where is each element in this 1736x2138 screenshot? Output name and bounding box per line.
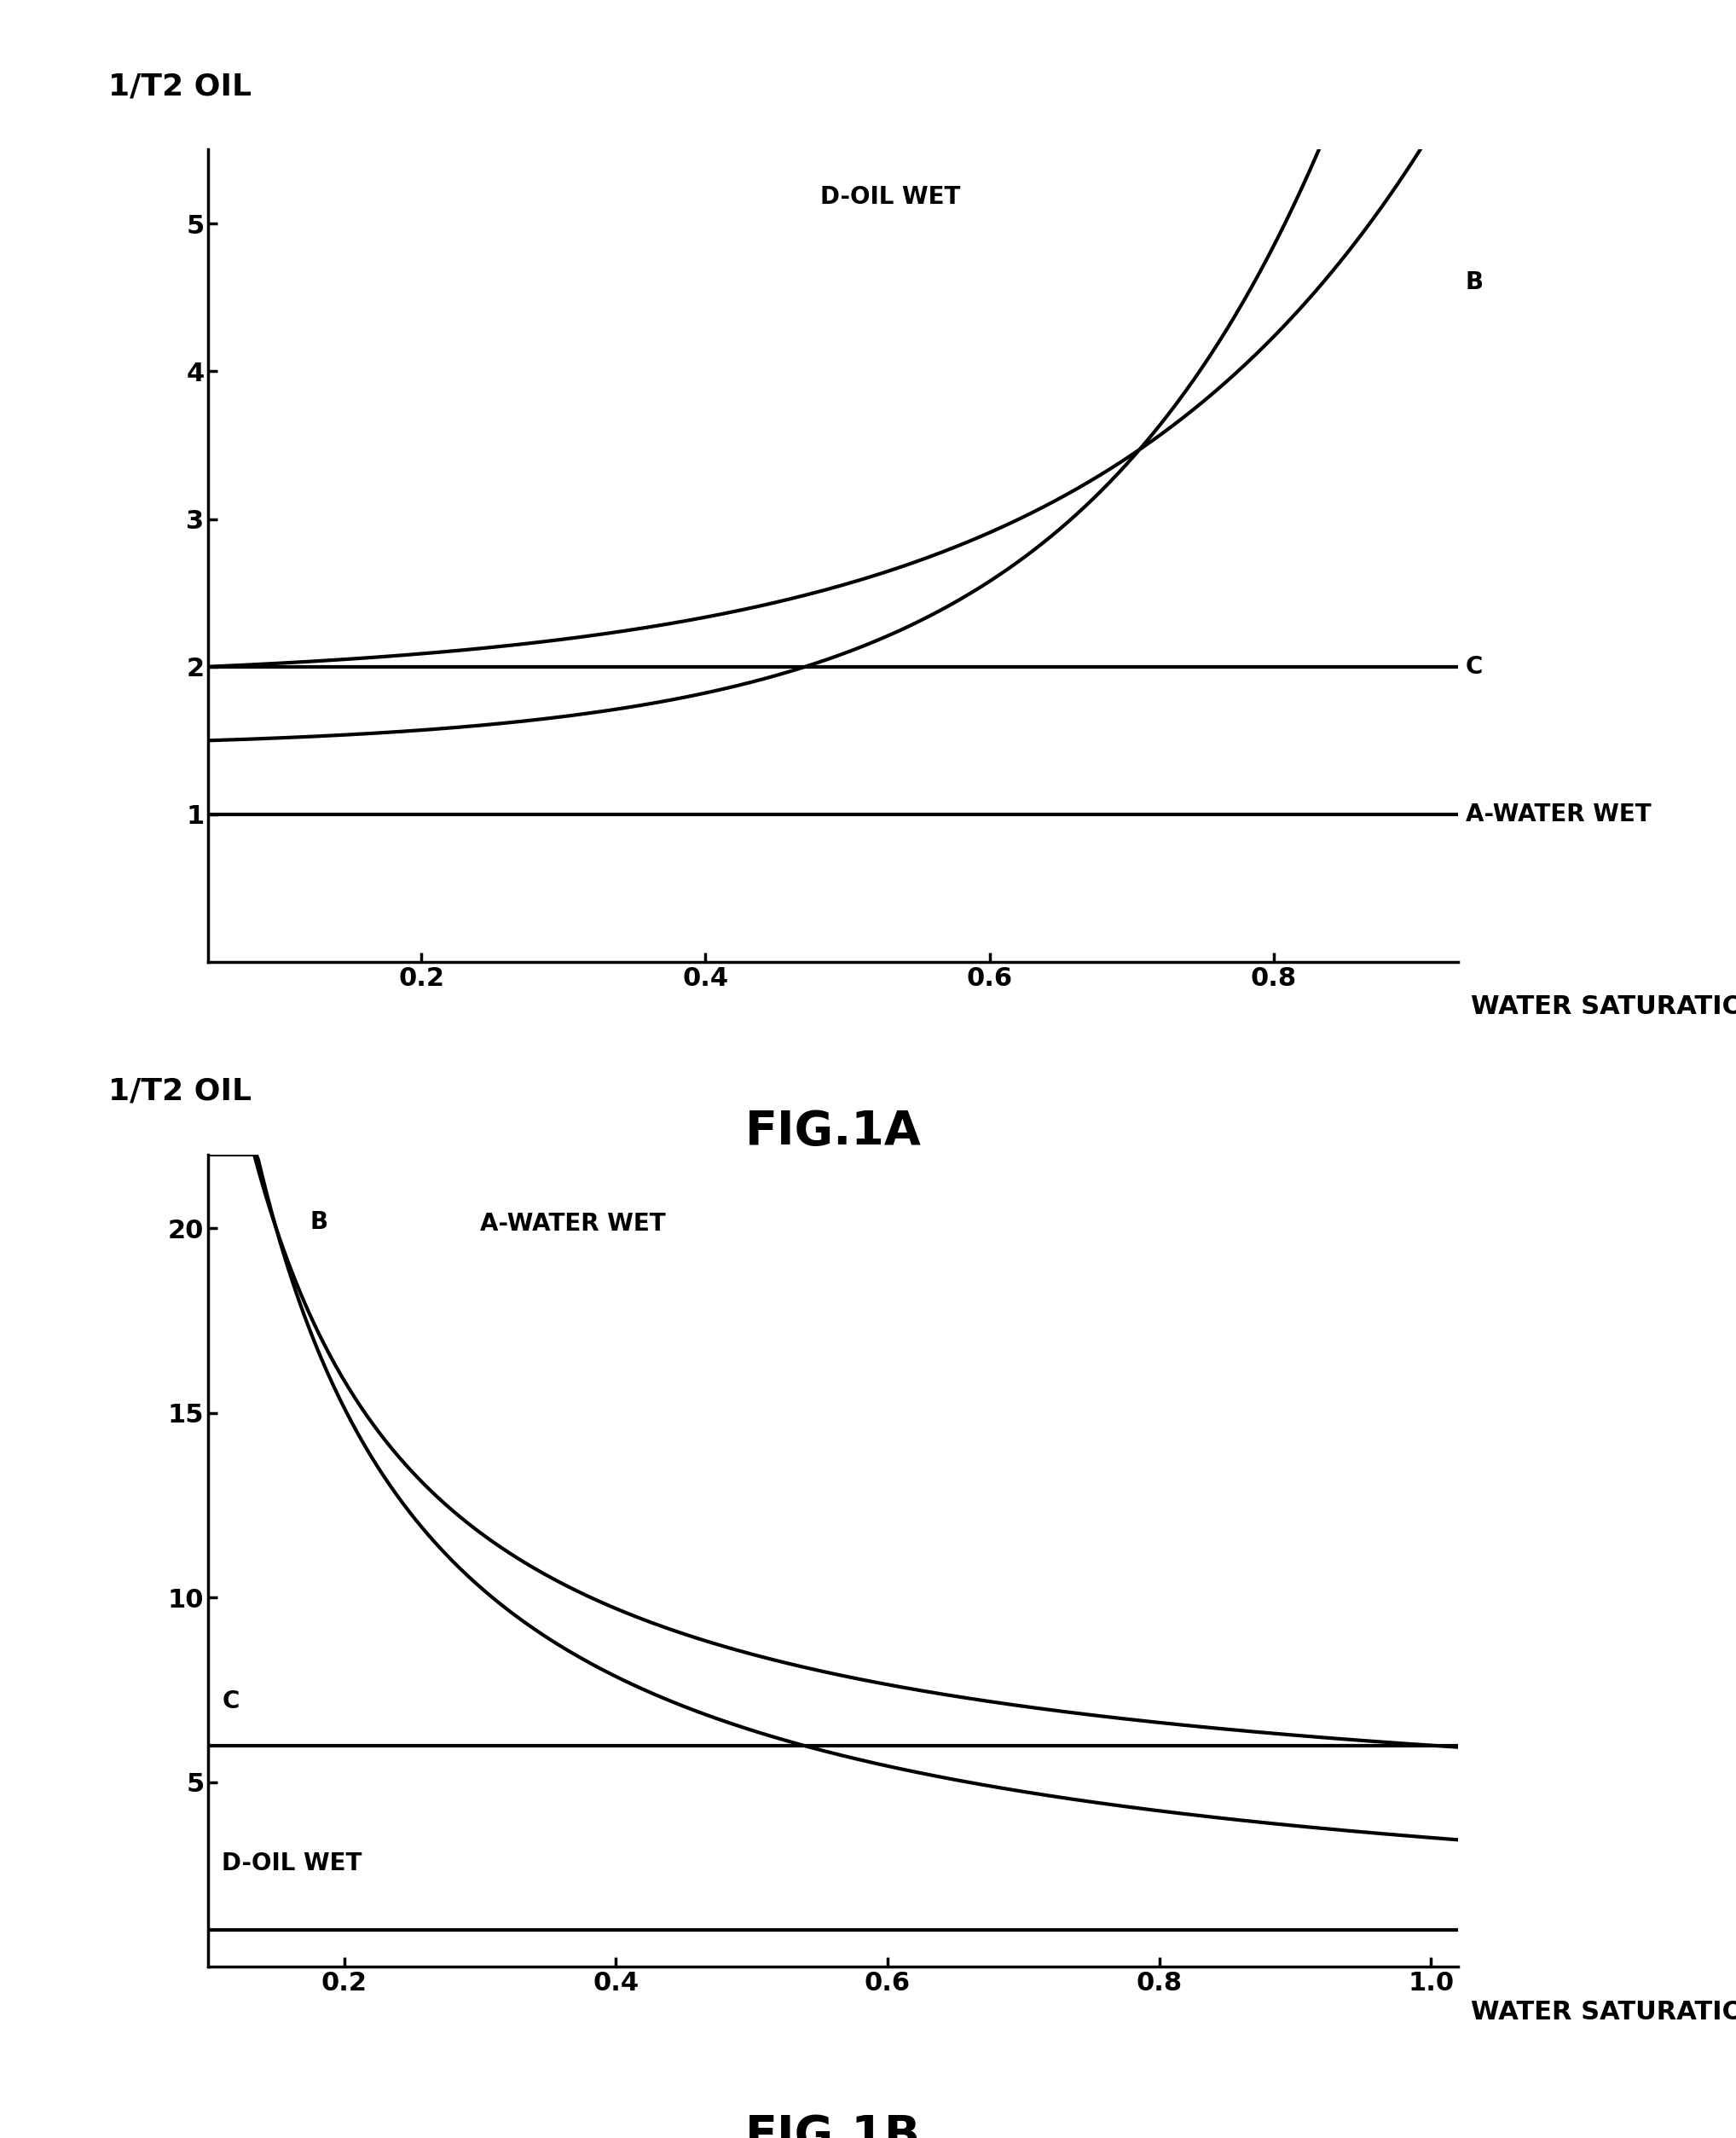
Text: C: C — [1465, 654, 1483, 678]
Text: WATER SATURATION: WATER SATURATION — [1470, 1999, 1736, 2025]
Text: D-OIL WET: D-OIL WET — [819, 184, 960, 210]
Text: WATER SATURATION: WATER SATURATION — [1470, 994, 1736, 1020]
Text: D-OIL WET: D-OIL WET — [222, 1852, 363, 1875]
Text: C: C — [222, 1689, 240, 1713]
Text: A-WATER WET: A-WATER WET — [1465, 802, 1651, 825]
Text: FIG.1B: FIG.1B — [745, 2112, 922, 2138]
Text: 1/T2 OIL: 1/T2 OIL — [108, 73, 252, 100]
Text: 1/T2 OIL: 1/T2 OIL — [108, 1078, 252, 1105]
Text: B: B — [311, 1210, 328, 1234]
Text: A-WATER WET: A-WATER WET — [481, 1212, 665, 1236]
Text: FIG.1A: FIG.1A — [745, 1107, 922, 1155]
Text: B: B — [1465, 272, 1483, 295]
